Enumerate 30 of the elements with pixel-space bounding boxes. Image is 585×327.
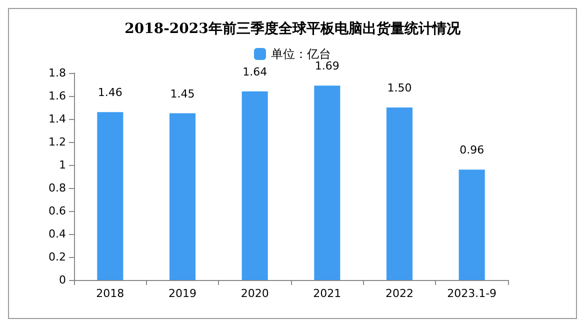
bar xyxy=(97,112,124,280)
y-tick-label: 0 xyxy=(59,274,66,286)
y-tick-label: 0.4 xyxy=(48,228,66,240)
y-tick-label: 1.4 xyxy=(48,112,66,126)
y-tick-label: 0.8 xyxy=(48,182,66,194)
chart-title: 2018-2023年前三季度全球平板电脑出货量统计情况 xyxy=(124,20,462,37)
bar xyxy=(386,108,413,280)
data-label: 1.64 xyxy=(242,65,268,78)
data-label: 0.96 xyxy=(460,144,484,157)
x-tick-label: 2023.1-9 xyxy=(447,287,497,300)
data-label: 1.69 xyxy=(314,60,340,73)
y-tick-label: 0.6 xyxy=(48,204,66,218)
x-tick-label: 2020 xyxy=(240,287,269,300)
y-tick-label: 0.2 xyxy=(48,250,66,264)
y-tick-label: 1.6 xyxy=(48,90,66,102)
legend-label: 单位：亿台 xyxy=(271,47,331,61)
bar xyxy=(458,170,485,280)
data-label: 1.45 xyxy=(170,87,195,100)
data-label: 1.50 xyxy=(387,82,412,94)
y-tick-label: 1.2 xyxy=(48,136,66,148)
bar xyxy=(242,91,268,280)
x-tick-label: 2021 xyxy=(313,287,342,300)
x-tick-label: 2018 xyxy=(96,287,124,300)
data-label: 1.46 xyxy=(98,86,122,100)
y-tick-label: 1.8 xyxy=(48,66,66,80)
bar xyxy=(169,113,196,280)
x-tick-label: 2022 xyxy=(386,287,414,300)
y-tick-label: 1 xyxy=(59,158,66,172)
x-tick-label: 2019 xyxy=(168,287,196,300)
bar xyxy=(314,86,340,280)
